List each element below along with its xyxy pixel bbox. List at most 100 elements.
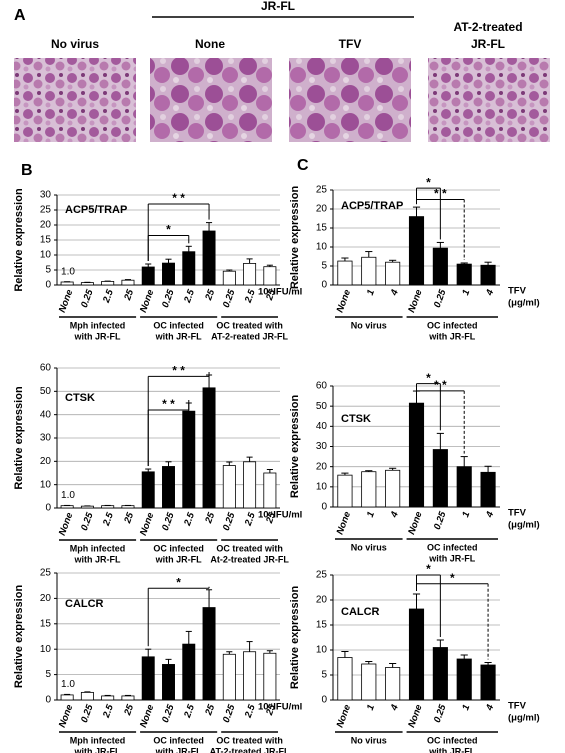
x-tick-label: 2.5	[243, 287, 258, 305]
micrograph	[14, 58, 136, 142]
bar	[80, 691, 94, 701]
x-tick-label: 0.25	[432, 702, 449, 724]
x-tick-label: 4	[484, 702, 497, 712]
x-tick-label: 4	[388, 702, 401, 712]
bar	[263, 266, 277, 286]
bar	[408, 402, 425, 508]
x-tick-label: 0.25	[160, 510, 177, 532]
gene-title: CALCR	[65, 598, 104, 610]
y-tick-label: 10	[316, 481, 328, 492]
micrograph	[289, 58, 411, 142]
x-tick-label: None	[138, 287, 157, 314]
y-tick-label: 10	[316, 242, 328, 253]
group-label: OC treated with	[216, 735, 283, 745]
y-tick-label: 0	[45, 695, 51, 706]
x-unit: 10⁴IFU/ml	[258, 287, 302, 298]
bar	[432, 449, 448, 508]
y-tick-label: 10	[316, 645, 328, 656]
x-tick-label: None	[406, 509, 425, 536]
bar	[60, 694, 74, 701]
bar	[202, 230, 216, 286]
x-tick-label: 0.25	[432, 287, 449, 309]
y-tick-label: 30	[316, 441, 328, 452]
bar	[337, 474, 353, 508]
bar	[456, 263, 472, 286]
x-tick-label: 25	[264, 287, 279, 302]
y-tick-label: 5	[321, 261, 327, 272]
group-label: with JR-FL	[428, 331, 475, 341]
y-tick-label: 25	[316, 570, 328, 581]
micrograph	[150, 58, 272, 142]
x-tick-label: 0.25	[221, 510, 238, 532]
group-label: OC infected	[153, 735, 204, 745]
x-unit: (μg/ml)	[508, 713, 540, 724]
x-tick-label: None	[138, 510, 157, 537]
significance: *	[426, 562, 431, 576]
value-label: 1.0	[61, 490, 75, 501]
value-label: 1.0	[61, 679, 75, 690]
group-label: with JR-FL	[155, 746, 202, 753]
significance: *	[426, 371, 431, 385]
bar	[408, 216, 425, 286]
x-tick-label: 1	[365, 288, 377, 297]
group-label: OC infected	[153, 320, 204, 330]
bar	[337, 657, 353, 701]
group-label: No virus	[351, 320, 387, 330]
y-tick-label: 30	[40, 433, 52, 444]
x-tick-label: None	[335, 702, 354, 729]
x-tick-label: None	[57, 287, 76, 314]
group-label: with JR-FL	[74, 746, 121, 753]
bar	[162, 466, 175, 509]
x-tick-label: None	[57, 702, 76, 729]
bar	[162, 262, 175, 286]
y-axis-label: Relative expression	[13, 188, 25, 292]
bar	[222, 465, 236, 509]
caption: None	[195, 37, 225, 51]
bar	[361, 256, 377, 286]
bar	[480, 471, 496, 508]
bar	[182, 643, 196, 701]
y-tick-label: 0	[321, 502, 327, 513]
caption: JR-FL	[471, 37, 505, 51]
bar	[222, 270, 236, 286]
x-tick-label: None	[406, 702, 425, 729]
y-tick-label: 60	[316, 381, 328, 392]
x-tick-label: 1	[460, 703, 472, 712]
significance: *	[450, 571, 455, 585]
value-label: 1.0	[61, 266, 75, 277]
panel-label: A	[14, 7, 26, 24]
y-tick-label: 0	[321, 695, 327, 706]
y-tick-label: 30	[40, 190, 52, 201]
group-header: JR-FL	[261, 0, 295, 13]
group-label: OC infected	[427, 735, 478, 745]
gene-title: CALCR	[341, 606, 380, 618]
y-tick-label: 0	[321, 280, 327, 291]
gene-title: ACP5/TRAP	[341, 200, 403, 212]
y-tick-label: 25	[40, 205, 52, 216]
x-tick-label: None	[138, 702, 157, 729]
x-tick-label: None	[406, 287, 425, 314]
bar	[263, 472, 277, 509]
group-label: with JR-FL	[74, 331, 121, 341]
significance: * *	[162, 397, 175, 411]
bar	[480, 264, 496, 286]
bar	[202, 607, 216, 701]
x-unit: 10⁴IFU/ml	[258, 702, 302, 713]
x-tick-label: 0.25	[160, 702, 177, 724]
x-unit: TFV	[508, 701, 527, 712]
x-tick-label: 0.25	[79, 510, 96, 532]
micrograph	[428, 58, 550, 142]
y-tick-label: 20	[316, 204, 328, 215]
x-tick-label: 2.5	[182, 287, 197, 305]
y-tick-label: 10	[40, 479, 52, 490]
group-label: No virus	[351, 542, 387, 552]
x-tick-label: None	[335, 509, 354, 536]
panel-label: B	[21, 162, 33, 179]
bar	[60, 505, 74, 509]
group-label: OC infected	[427, 320, 478, 330]
x-tick-label: 25	[264, 510, 279, 525]
gene-title: CTSK	[65, 392, 95, 404]
group-label: OC treated with	[216, 543, 283, 553]
y-tick-label: 5	[45, 265, 51, 276]
